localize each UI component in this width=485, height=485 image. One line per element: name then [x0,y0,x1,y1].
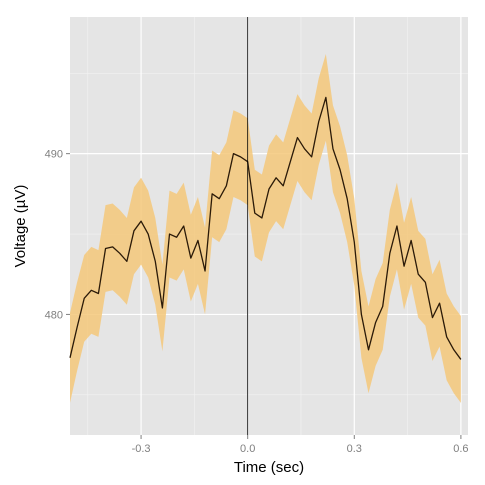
x-tick-label: 0.6 [453,443,468,455]
x-axis-title: Time (sec) [234,459,304,476]
y-axis-ticks: 480 490 [45,149,70,321]
confidence-ribbon [70,53,461,403]
x-tick-label: 0.0 [240,443,255,455]
y-tick-label: 490 [45,149,63,161]
series-line [69,96,462,360]
y-axis-title: Voltage (µV) [12,185,29,268]
y-tick-label: 480 [45,309,63,321]
x-tick-label: -0.3 [132,443,151,455]
x-tick-label: 0.3 [347,443,362,455]
x-axis-ticks: -0.3 0.0 0.3 0.6 [132,435,469,455]
